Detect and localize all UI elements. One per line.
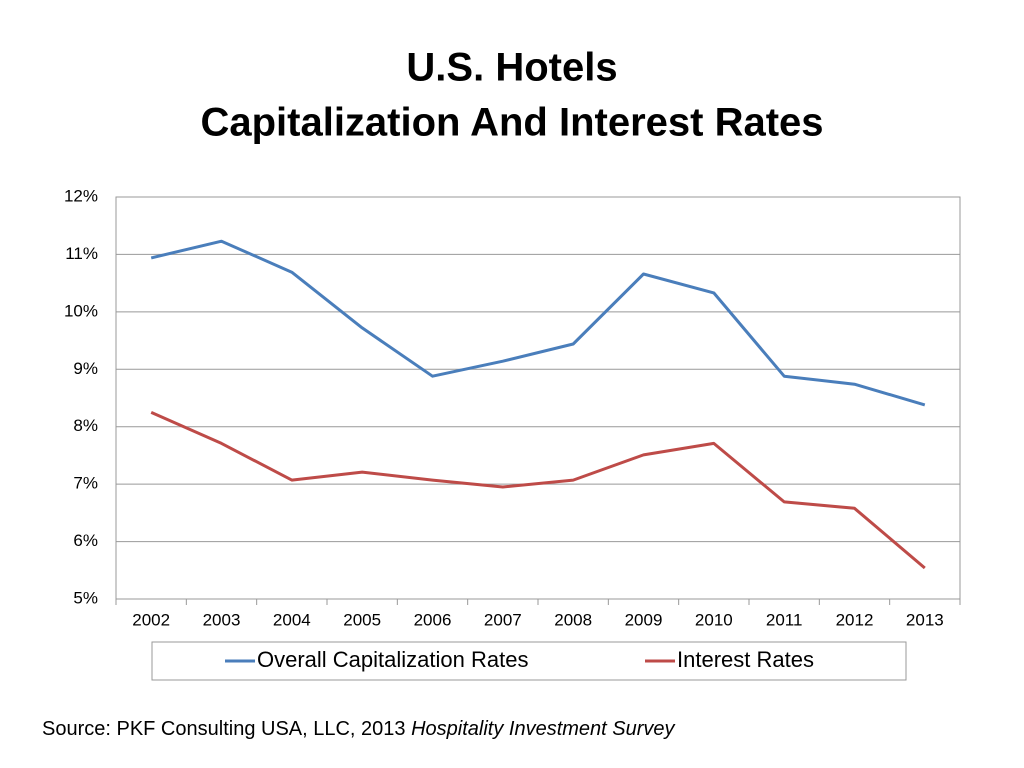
x-tick-label: 2012	[836, 610, 874, 629]
legend-label: Interest Rates	[677, 647, 814, 672]
chart-title: U.S. Hotels	[406, 46, 617, 90]
source-note: Source: PKF Consulting USA, LLC, 2013 Ho…	[42, 718, 676, 740]
x-tick-label: 2010	[695, 610, 733, 629]
plot-area	[115, 196, 961, 600]
y-tick-label: 9%	[73, 359, 98, 378]
series-line	[150, 411, 926, 570]
y-tick-label: 8%	[73, 416, 98, 435]
y-tick-label: 10%	[64, 301, 98, 320]
legend-box	[151, 641, 907, 681]
chart-title: Capitalization And Interest Rates	[200, 101, 823, 145]
source-text: Source: PKF Consulting USA, LLC, 2013	[42, 718, 411, 740]
y-tick-label: 12%	[64, 186, 98, 205]
x-tick-label: 2004	[273, 610, 311, 629]
x-tick-label: 2002	[132, 610, 170, 629]
x-tick-label: 2003	[203, 610, 241, 629]
x-tick-label: 2007	[484, 610, 522, 629]
x-tick-label: 2006	[414, 610, 452, 629]
x-tick-label: 2009	[625, 610, 663, 629]
series-line	[150, 239, 926, 407]
x-tick-label: 2013	[906, 610, 944, 629]
y-tick-label: 6%	[73, 531, 98, 550]
legend-label: Overall Capitalization Rates	[257, 647, 528, 672]
x-tick-label: 2008	[554, 610, 592, 629]
source-title: Hospitality Investment Survey	[411, 718, 675, 740]
x-tick-label: 2011	[766, 610, 803, 629]
x-tick-label: 2005	[343, 610, 381, 629]
y-tick-label: 5%	[73, 588, 98, 607]
y-tick-label: 11%	[65, 244, 98, 263]
y-tick-label: 7%	[73, 474, 98, 493]
